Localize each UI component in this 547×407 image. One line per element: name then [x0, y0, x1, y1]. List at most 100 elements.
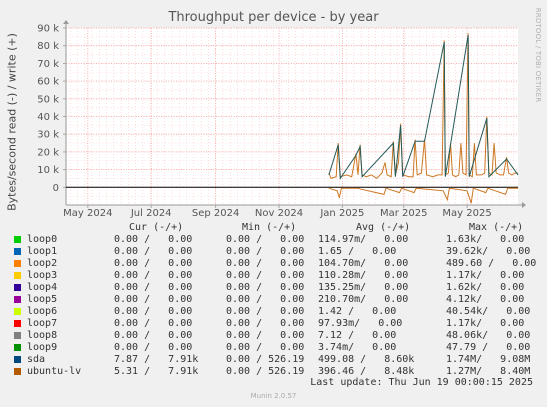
y-tick-label: 90 k [37, 24, 59, 35]
legend-row: sda 7.87 / 7.91k 0.00 / 526.19 499.08 / 8.6… [0, 354, 547, 366]
last-update-text: Last update: Thu Jun 19 00:00:15 2025 [310, 377, 533, 388]
legend-row: loop0 0.00 / 0.00 0.00 / 0.00 114.97m/ 0.00… [0, 234, 547, 246]
legend-max-value: 48.06k/ 0.00 [446, 330, 531, 341]
legend-avg-value: 210.70m/ 0.00 [318, 294, 409, 305]
legend-cur-value: 0.00 / 0.00 [114, 270, 193, 281]
y-tick-label: 50 k [37, 94, 59, 105]
y-tick-label: 70 k [37, 59, 59, 70]
legend-series-name: sda [27, 354, 46, 365]
legend-swatch [14, 284, 21, 291]
legend-min-value: 0.00 / 0.00 [226, 234, 305, 245]
x-tick-label: Jan 2025 [319, 208, 364, 219]
x-tick-label: Mar 2025 [380, 208, 428, 219]
legend-cur-value: 0.00 / 0.00 [114, 318, 193, 329]
legend-cur-value: 5.31 / 7.91k [114, 366, 199, 377]
legend-cur-value: 0.00 / 0.00 [114, 294, 193, 305]
legend-series-name: loop4 [27, 282, 58, 293]
legend-avg-value: 135.25m/ 0.00 [318, 282, 409, 293]
x-axis-arrow [522, 202, 526, 208]
legend-avg-value: 1.42 / 0.00 [318, 306, 397, 317]
legend-avg-value: 396.46 / 8.48k [318, 366, 415, 377]
legend-swatch [14, 320, 21, 327]
legend-avg-value: 110.28m/ 0.00 [318, 270, 409, 281]
legend-min-value: 0.00 / 526.19 [226, 366, 305, 377]
legend-series-name: loop1 [27, 246, 58, 257]
legend-min-value: 0.00 / 526.19 [226, 354, 305, 365]
y-tick-label: 80 k [37, 41, 59, 52]
series-line-ubuntu-lv-read- [328, 187, 518, 204]
legend-max-value: 47.79 / 0.00 [446, 342, 531, 353]
legend-max-value: 4.12k/ 0.00 [446, 294, 525, 305]
legend-row: ubuntu-lv 5.31 / 7.91k 0.00 / 526.19 396.46… [0, 366, 547, 378]
legend-cur-value: 0.00 / 0.00 [114, 246, 193, 257]
x-tick-label: Nov 2024 [255, 208, 303, 219]
legend-avg-value: 3.74m/ 0.00 [318, 342, 397, 353]
y-tick-label: 60 k [37, 77, 59, 88]
legend-swatch [14, 260, 21, 267]
legend-row: loop8 0.00 / 0.00 0.00 / 0.00 7.12 / 0.00 48… [0, 330, 547, 342]
legend-max-value: 1.17k/ 0.00 [446, 318, 525, 329]
legend-swatch [14, 296, 21, 303]
legend-swatch [14, 368, 21, 375]
legend-row: loop7 0.00 / 0.00 0.00 / 0.00 97.93m/ 0.00 1… [0, 318, 547, 330]
legend-min-value: 0.00 / 0.00 [226, 270, 305, 281]
legend-series-name: loop7 [27, 318, 58, 329]
legend-min-value: 0.00 / 0.00 [226, 282, 305, 293]
legend-max-value: 39.62k/ 0.00 [446, 246, 531, 257]
legend-series-name: loop9 [27, 342, 58, 353]
legend-max-value: 1.63k/ 0.00 [446, 234, 525, 245]
legend-avg-value: 1.65 / 0.00 [318, 246, 397, 257]
legend-max-value: 40.54k/ 0.00 [446, 306, 531, 317]
legend-max-value: 1.27M/ 8.40M [446, 366, 531, 377]
legend-row: loop2 0.00 / 0.00 0.00 / 0.00 104.70m/ 0.00… [0, 258, 547, 270]
legend-header-max: Max (-/+) [469, 222, 524, 233]
legend-max-value: 489.60 / 0.00 [446, 258, 537, 269]
y-tick-label: 10 k [37, 165, 59, 176]
legend-header-avg: Avg (-/+) [356, 222, 411, 233]
legend-swatch [14, 332, 21, 339]
munin-version: Munin 2.0.57 [250, 392, 297, 400]
legend-row: loop4 0.00 / 0.00 0.00 / 0.00 135.25m/ 0.00… [0, 282, 547, 294]
legend-series-name: loop8 [27, 330, 58, 341]
legend-series-name: loop0 [27, 234, 58, 245]
legend-min-value: 0.00 / 0.00 [226, 330, 305, 341]
legend-swatch [14, 308, 21, 315]
legend-row: loop1 0.00 / 0.00 0.00 / 0.00 1.65 / 0.00 39… [0, 246, 547, 258]
legend-swatch [14, 272, 21, 279]
legend-avg-value: 97.93m/ 0.00 [318, 318, 403, 329]
legend-series-name: loop5 [27, 294, 58, 305]
legend-min-value: 0.00 / 0.00 [226, 306, 305, 317]
legend-row: loop3 0.00 / 0.00 0.00 / 0.00 110.28m/ 0.00… [0, 270, 547, 282]
legend-min-value: 0.00 / 0.00 [226, 246, 305, 257]
legend-header: Cur (-/+) Min (-/+) Avg (-/+) Max (-/+) [0, 222, 547, 234]
y-tick-label: 20 k [37, 147, 59, 158]
y-tick-label: 30 k [37, 130, 59, 141]
legend-cur-value: 0.00 / 0.00 [114, 258, 193, 269]
legend-swatch [14, 236, 21, 243]
legend-max-value: 1.62k/ 0.00 [446, 282, 525, 293]
x-tick-label: Jul 2024 [130, 208, 172, 219]
legend-min-value: 0.00 / 0.00 [226, 318, 305, 329]
legend-row: loop5 0.00 / 0.00 0.00 / 0.00 210.70m/ 0.00… [0, 294, 547, 306]
legend-avg-value: 7.12 / 0.00 [318, 330, 397, 341]
legend-cur-value: 0.00 / 0.00 [114, 330, 193, 341]
chart-title: Throughput per device - by year [168, 10, 379, 25]
legend-avg-value: 104.70m/ 0.00 [318, 258, 409, 269]
legend-row: loop6 0.00 / 0.00 0.00 / 0.00 1.42 / 0.00 40… [0, 306, 547, 318]
legend-series-name: ubuntu-lv [27, 366, 82, 377]
legend-cur-value: 0.00 / 0.00 [114, 282, 193, 293]
legend-max-value: 1.74M/ 9.08M [446, 354, 531, 365]
y-tick-label: 0 [53, 183, 59, 194]
legend-cur-value: 0.00 / 0.00 [114, 234, 193, 245]
y-axis-arrow [63, 20, 69, 24]
legend-avg-value: 499.08 / 8.60k [318, 354, 415, 365]
legend-avg-value: 114.97m/ 0.00 [318, 234, 409, 245]
legend-swatch [14, 248, 21, 255]
legend-header-min: Min (-/+) [242, 222, 297, 233]
y-tick-label: 40 k [37, 112, 59, 123]
legend-series-name: loop6 [27, 306, 58, 317]
legend-row: loop9 0.00 / 0.00 0.00 / 0.00 3.74m/ 0.00 47… [0, 342, 547, 354]
legend-header-cur: Cur (-/+) [129, 222, 184, 233]
legend-cur-value: 7.87 / 7.91k [114, 354, 199, 365]
x-tick-label: Sep 2024 [192, 208, 239, 219]
